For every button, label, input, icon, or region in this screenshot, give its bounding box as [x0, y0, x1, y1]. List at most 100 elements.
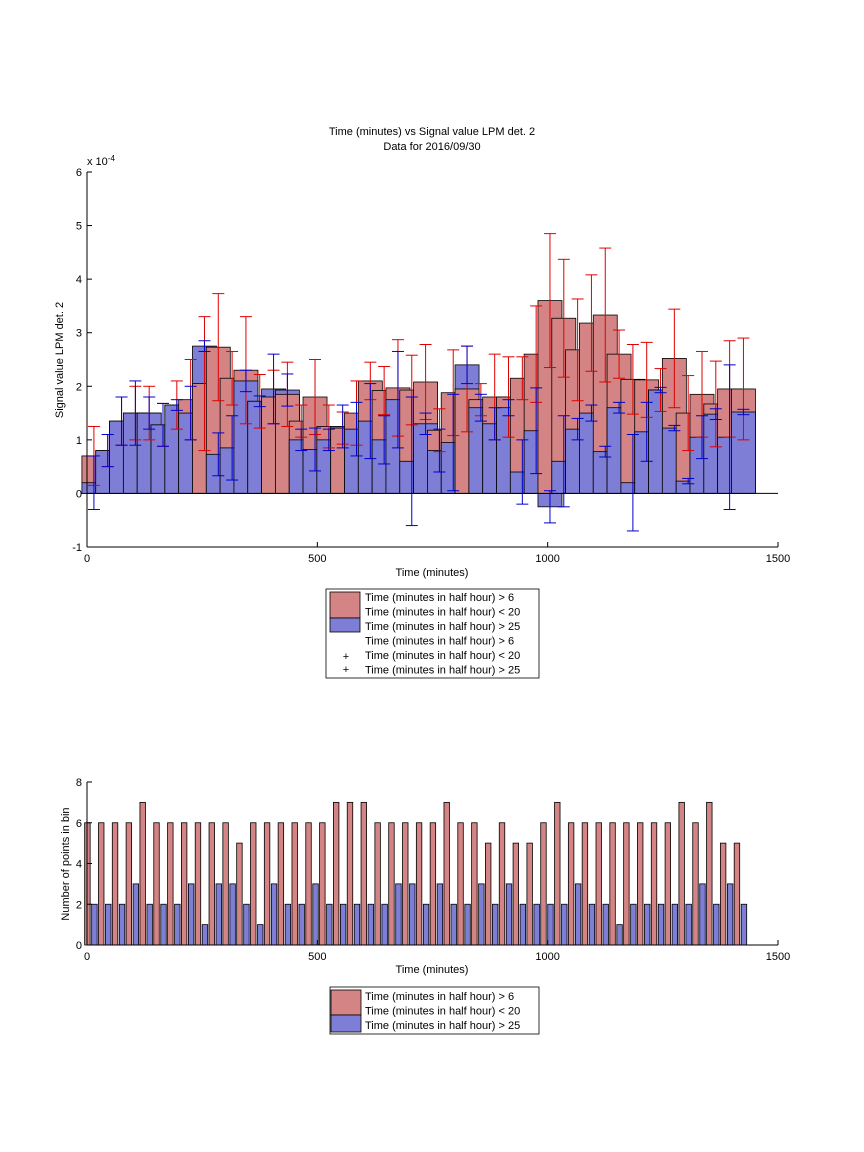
- chart1-ylabel: Signal value LPM det. 2: [54, 302, 66, 418]
- legend-swatch-red: [329, 591, 361, 619]
- bar-blue: [326, 903, 333, 946]
- x-tick-label: 1000: [535, 553, 559, 565]
- bar-blue: [657, 903, 665, 946]
- x-tick-label: 1500: [766, 951, 790, 963]
- bar-blue: [91, 903, 98, 946]
- bar-blue: [616, 924, 623, 946]
- bar-red: [429, 822, 437, 946]
- y-tick-label: 3: [76, 328, 82, 340]
- bar-red: [250, 822, 257, 946]
- legend-marker-blue: +: [343, 664, 349, 676]
- y-tick-label: 6: [76, 167, 82, 179]
- chart2-xlabel: Time (minutes): [396, 964, 469, 976]
- bar-red: [706, 801, 713, 946]
- bar-red: [319, 822, 326, 946]
- y-tick-label: 4: [76, 859, 82, 871]
- bar-blue: [201, 924, 209, 946]
- x-tick-label: 1000: [535, 951, 559, 963]
- bar-blue: [699, 883, 706, 946]
- bar-red: [443, 801, 450, 946]
- bar-blue: [353, 903, 361, 946]
- y-tick-label: 1: [76, 435, 82, 447]
- bar-blue: [644, 903, 651, 946]
- bar-blue: [533, 903, 540, 946]
- bar-red: [333, 801, 340, 946]
- chart1-subtitle: Data for 2016/09/30: [383, 141, 480, 153]
- bar-blue: [630, 903, 637, 946]
- chart2-ylabel: Number of points in bin: [60, 807, 72, 920]
- bar-red: [719, 842, 727, 946]
- chart1-title: Time (minutes) vs Signal value LPM det. …: [329, 126, 535, 138]
- bar-blue: [381, 903, 388, 946]
- legend-entry: Time (minutes in half hour) < 20: [365, 607, 520, 619]
- bar-blue: [436, 883, 444, 946]
- bar-red: [125, 822, 133, 946]
- bar-red: [222, 822, 229, 946]
- legend-entry: Time (minutes in half hour) > 6: [365, 592, 514, 604]
- legend-entry: Time (minutes in half hour) < 20: [365, 1006, 520, 1018]
- bar-blue: [492, 903, 499, 946]
- bar-blue: [257, 924, 264, 946]
- y-tick-label: 0: [76, 940, 82, 952]
- y-tick-label: 4: [76, 274, 82, 286]
- bar-red: [346, 801, 354, 946]
- bar-blue: [146, 903, 153, 946]
- legend-marker-red: +: [343, 651, 349, 663]
- legend-entry: Time (minutes in half hour) < 20: [365, 650, 520, 662]
- bar-blue: [340, 903, 347, 946]
- chart1-xlabel: Time (minutes): [396, 567, 469, 579]
- legend-swatch-blue: [329, 617, 361, 633]
- bar-blue: [395, 883, 402, 946]
- bar-blue: [464, 903, 471, 946]
- x-tick-label: 0: [84, 951, 90, 963]
- bar-blue: [671, 903, 678, 946]
- bar-blue: [118, 903, 126, 946]
- bar-red: [637, 822, 644, 946]
- bar-red: [98, 822, 105, 946]
- legend-swatch-red: [330, 989, 362, 1016]
- bar-red: [498, 822, 506, 946]
- chart2-legend: Time (minutes in half hour) > 6 Time (min…: [329, 986, 540, 1035]
- bar-red: [733, 842, 741, 946]
- bar-red: [678, 801, 685, 946]
- bar-blue: [312, 883, 319, 946]
- y-tick-label: -1: [72, 542, 82, 554]
- x-tick-label: 500: [308, 951, 326, 963]
- bar-blue: [284, 903, 292, 946]
- bar-red: [664, 822, 671, 946]
- bar-blue: [187, 883, 195, 946]
- bar-red: [236, 842, 243, 946]
- chart1-legend: ++ Time (minutes in half hour) > 6 Time (m…: [325, 588, 540, 679]
- bar-blue: [740, 903, 748, 946]
- legend-box: [329, 986, 540, 1035]
- bar-red: [208, 822, 215, 946]
- chart1-exponent: x 10-4: [87, 154, 115, 168]
- legend-entry: Time (minutes in half hour) > 25: [365, 1020, 520, 1032]
- bar-red: [526, 842, 533, 946]
- bar-red: [471, 822, 478, 946]
- bar-blue: [505, 883, 513, 946]
- bar-red: [512, 842, 519, 946]
- bar-red: [650, 822, 658, 946]
- chart1-exponent-base: x 10: [87, 156, 108, 168]
- legend-entry: Time (minutes in half hour) > 25: [365, 621, 520, 633]
- y-tick-label: 0: [76, 488, 82, 500]
- chart1-exponent-power: -4: [108, 154, 116, 163]
- bar-blue: [105, 903, 112, 946]
- bar-blue: [450, 903, 457, 946]
- bar-red: [554, 801, 561, 946]
- y-tick-label: 5: [76, 221, 82, 233]
- legend-swatch-blue: [330, 1014, 362, 1033]
- y-tick-label: 8: [76, 777, 82, 789]
- bar-red: [623, 822, 630, 946]
- bar-red: [167, 822, 174, 946]
- bar-blue: [215, 883, 222, 946]
- bar-blue: [726, 883, 734, 946]
- bar-blue: [574, 883, 582, 946]
- bar-red: [194, 822, 202, 946]
- bar-red: [305, 822, 312, 946]
- bar-red: [388, 822, 395, 946]
- bar-red: [180, 822, 188, 946]
- bar-blue: [602, 903, 609, 946]
